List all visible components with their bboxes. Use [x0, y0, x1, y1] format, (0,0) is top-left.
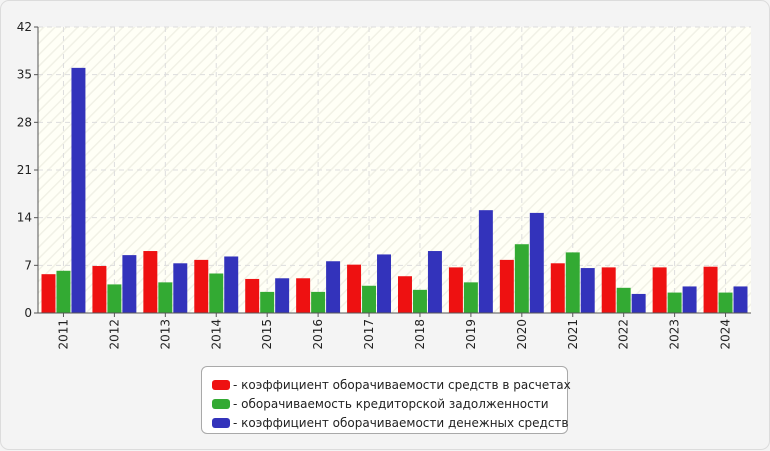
bar — [601, 267, 616, 313]
bar — [667, 292, 682, 313]
y-tick-label: 0 — [24, 306, 32, 320]
bar — [260, 291, 275, 313]
bar — [122, 255, 137, 313]
legend-label: - оборачиваемость кредиторской задолженн… — [233, 396, 549, 411]
bar — [194, 259, 209, 313]
bar — [580, 268, 595, 313]
bar — [463, 282, 478, 313]
legend-label: - коэффициент оборачиваемости денежных с… — [233, 415, 569, 430]
bar — [412, 289, 427, 313]
y-tick-label: 42 — [17, 20, 32, 34]
bar — [703, 266, 718, 313]
bars — [41, 67, 748, 313]
bar — [565, 252, 580, 313]
bar — [41, 274, 56, 313]
legend-label: - коэффициент оборачиваемости средств в … — [233, 377, 571, 392]
bar — [478, 210, 493, 313]
x-axis-ticks: 2011 2012 2013 2014 2015 2016 2017 2018 2019 2020… — [56, 313, 733, 350]
y-tick-label: 14 — [17, 211, 32, 225]
x-tick-label: 2011 — [56, 319, 70, 350]
bar — [616, 287, 631, 313]
bar — [224, 256, 239, 313]
bar — [514, 244, 529, 313]
x-tick-label: 2017 — [362, 319, 376, 350]
x-tick-label: 2013 — [158, 319, 172, 350]
bar — [427, 251, 442, 313]
legend: - коэффициент оборачиваемости средств в … — [201, 366, 571, 434]
legend-item: - оборачиваемость кредиторской задолженн… — [212, 394, 567, 413]
bar — [529, 212, 544, 313]
legend-swatch-blue — [212, 417, 230, 428]
x-tick-label: 2014 — [209, 319, 223, 350]
bar — [377, 254, 391, 313]
bar — [550, 263, 565, 313]
bar — [652, 267, 667, 313]
x-tick-label: 2024 — [719, 319, 733, 350]
bar — [92, 266, 107, 313]
legend-item: - коэффициент оборачиваемости денежных с… — [212, 413, 569, 432]
bar — [245, 278, 260, 313]
legend-item: - коэффициент оборачиваемости средств в … — [212, 375, 571, 394]
bar — [631, 293, 646, 313]
bar — [499, 259, 514, 313]
x-tick-label: 2023 — [668, 319, 682, 350]
bar — [362, 285, 377, 313]
bar — [311, 291, 326, 313]
x-tick-label: 2012 — [107, 319, 121, 350]
x-tick-label: 2019 — [464, 319, 478, 350]
bar — [296, 278, 311, 313]
y-tick-label: 28 — [17, 115, 32, 129]
x-tick-label: 2020 — [515, 319, 529, 350]
y-tick-label: 7 — [24, 258, 32, 272]
bar — [448, 267, 463, 313]
bar — [347, 264, 362, 313]
bar — [733, 286, 748, 313]
bar — [56, 270, 71, 313]
bar — [326, 261, 341, 313]
bar — [71, 67, 86, 313]
x-tick-label: 2016 — [311, 319, 325, 350]
legend-swatch-red — [212, 379, 230, 390]
bar — [173, 263, 188, 313]
y-tick-label: 35 — [17, 68, 32, 82]
bar — [158, 282, 173, 313]
x-tick-label: 2015 — [260, 319, 274, 350]
legend-swatch-green — [212, 398, 230, 409]
x-tick-label: 2021 — [566, 319, 580, 350]
bar — [143, 251, 158, 313]
bar — [682, 286, 697, 313]
y-tick-label: 21 — [17, 163, 32, 177]
x-tick-label: 2018 — [413, 319, 427, 350]
bar — [398, 276, 412, 313]
bar — [718, 292, 733, 313]
y-axis-ticks: 0 7 14 21 28 35 42 — [17, 20, 38, 320]
bar — [107, 284, 122, 313]
bar — [275, 278, 290, 313]
bar — [209, 273, 224, 313]
x-tick-label: 2022 — [617, 319, 631, 350]
